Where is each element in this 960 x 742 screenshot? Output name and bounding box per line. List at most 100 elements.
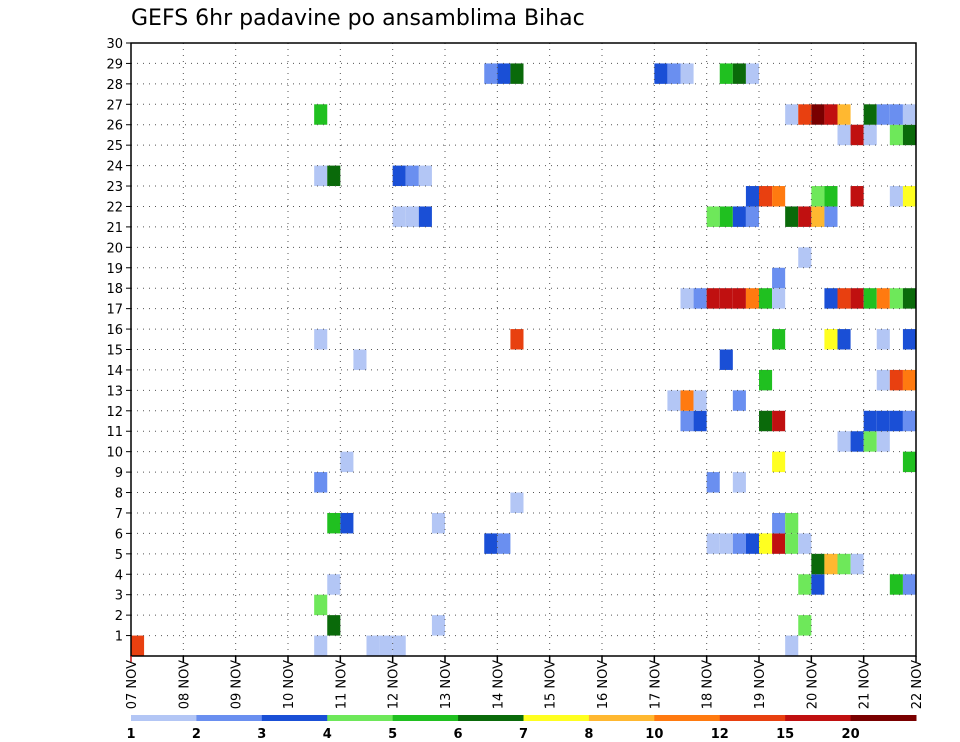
heatmap-cell [876,288,890,309]
x-tick-label: 15 NOV [544,660,559,709]
heatmap-cell [837,553,851,575]
chart-title: GEFS 6hr padavine po ansamblima Bihac [131,6,585,31]
heatmap-cell [824,288,838,309]
heatmap-cell [902,574,916,595]
heatmap-cell [837,329,851,350]
heatmap-cell [876,329,890,350]
heatmap-cell [772,512,786,534]
y-tick-label: 27 [106,98,123,113]
heatmap-cell [772,186,786,207]
y-axis: 1234567891011121314151617181920212223242… [106,37,131,645]
heatmap-cell [510,329,524,350]
legend-label: 10 [645,727,663,742]
heatmap-cell [706,288,720,309]
heatmap-cell [850,431,864,452]
heatmap-cell [902,288,916,309]
legend-swatch [654,715,721,721]
x-tick-label: 07 NOV [125,660,140,709]
heatmap-cell [876,104,890,125]
heatmap-cell [811,553,825,575]
y-tick-label: 13 [106,384,123,399]
heatmap-cell [837,288,851,309]
y-tick-label: 29 [106,57,123,72]
heatmap-cell [759,186,773,207]
heatmap-cell [902,124,916,146]
x-tick-label: 12 NOV [387,660,402,709]
x-tick-label: 19 NOV [753,660,768,709]
heatmap-cell [902,369,916,391]
legend-label: 20 [842,727,860,742]
x-tick-label: 17 NOV [648,660,663,709]
legend-swatch [261,715,328,721]
heatmap-cell [732,206,746,227]
x-axis: 07 NOV 08 NOV 09 NOV 10 NOV 11 NOV 12 NOV 13 N… [125,656,925,709]
heatmap-cell [889,186,903,207]
grid-layer [131,43,916,656]
legend-swatch [523,715,590,721]
heatmap-cell [902,329,916,350]
heatmap-cell [732,288,746,309]
heatmap-cell [379,635,393,656]
legend-swatch [458,715,524,721]
heatmap-cell [745,186,759,207]
legend-label: 5 [388,727,397,742]
heatmap-cell [327,165,341,187]
heatmap-cell [327,615,341,636]
heatmap-cell [811,104,825,125]
heatmap-cell [497,533,511,554]
y-tick-label: 9 [115,466,123,481]
heatmap-cell [405,206,419,227]
legend-label: 8 [584,727,593,742]
heatmap-cell [863,288,877,309]
x-tick-label: 22 NOV [910,660,925,709]
heatmap-cell [889,410,903,432]
heatmap-cell [785,104,799,125]
x-tick-label: 14 NOV [491,660,506,709]
heatmap-cell [772,410,786,432]
y-tick-label: 14 [106,364,123,379]
heatmap-cell [719,206,733,227]
heatmap-cell [759,369,773,391]
heatmap-cell [340,512,354,534]
legend-label: 4 [323,727,332,742]
heatmap-cell [732,63,746,84]
heatmap-cell [811,186,825,207]
legend-swatch [131,715,197,721]
y-tick-label: 7 [115,507,123,522]
y-tick-label: 6 [115,527,123,542]
heatmap-cell [850,124,864,146]
legend-swatch [588,715,655,721]
heatmap-cell [902,186,916,207]
heatmap-cell [824,186,838,207]
heatmap-cell [510,492,524,513]
y-tick-label: 19 [106,262,123,277]
heatmap-cell [497,63,511,84]
heatmap-cell [680,410,694,432]
legend-label: 3 [257,727,266,742]
y-tick-label: 5 [115,548,123,563]
heatmap-cell [759,533,773,554]
heatmap-cell [876,431,890,452]
heatmap-cell [719,349,733,370]
heatmap-cell [785,635,799,656]
y-tick-label: 3 [115,589,123,604]
heatmap-cell [798,104,812,125]
heatmap-cell [654,63,668,84]
heatmap-cell [837,124,851,146]
heatmap-cell [798,247,812,268]
heatmap-cell [484,533,498,554]
y-tick-label: 26 [106,119,123,134]
heatmap-cell [824,553,838,575]
heatmap-cell [798,206,812,227]
y-tick-label: 23 [106,180,123,195]
heatmap-cell [392,206,406,227]
heatmap-cell [837,104,851,125]
heatmap-cell [314,165,328,187]
heatmap-cell [902,451,916,473]
y-tick-label: 10 [106,446,123,461]
heatmap-cell [418,206,432,227]
y-tick-label: 25 [106,139,123,154]
heatmap-cell [693,410,707,432]
legend-label: 2 [192,727,201,742]
